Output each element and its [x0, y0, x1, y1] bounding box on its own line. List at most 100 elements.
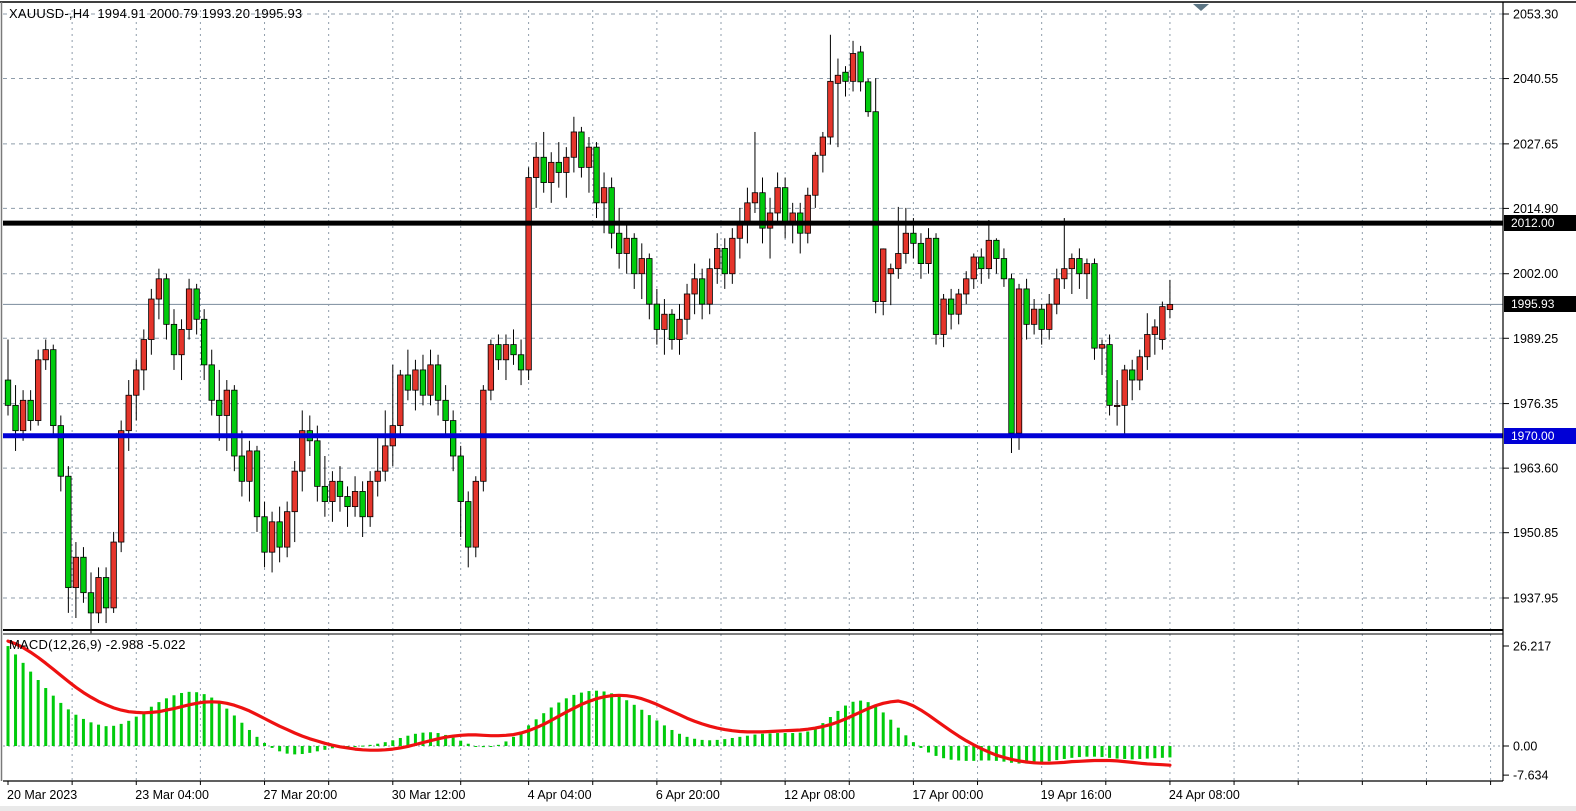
candle	[698, 268, 706, 320]
candle-body	[729, 237, 736, 275]
candle	[963, 271, 970, 305]
time-axis-label: 12 Apr 08:00	[784, 788, 855, 802]
candle-body	[1098, 344, 1106, 349]
candle	[1038, 304, 1045, 345]
macd-histogram-bar	[632, 704, 636, 746]
macd-histogram-bar	[926, 746, 930, 753]
candle-body	[608, 187, 615, 234]
candle-body	[321, 485, 329, 502]
candle-body	[351, 491, 359, 508]
macd-histogram-bar	[278, 746, 282, 752]
candle	[993, 238, 1000, 274]
candle	[1023, 278, 1030, 340]
candle-body	[910, 232, 917, 244]
candle	[880, 248, 887, 316]
candle-body	[133, 369, 140, 396]
candle	[1159, 301, 1166, 350]
macd-histogram-bar	[783, 733, 787, 746]
macd-histogram-bar	[1130, 746, 1134, 760]
macd-histogram-bar	[217, 702, 221, 746]
candle	[668, 309, 676, 350]
candle-body	[450, 420, 457, 457]
candle-body	[864, 81, 872, 113]
price-axis-label: 1937.95	[1513, 592, 1558, 606]
candle-body	[1008, 278, 1015, 434]
macd-histogram-bar	[1108, 746, 1112, 758]
candle-body	[638, 258, 645, 275]
macd-histogram-bar	[149, 706, 153, 746]
candle-body	[118, 430, 125, 543]
chart-shift-marker-icon[interactable]	[1193, 4, 1209, 11]
candle	[819, 131, 827, 173]
candle-body	[631, 237, 638, 275]
candle	[404, 349, 412, 401]
macd-histogram-bar	[293, 746, 297, 755]
candle-body	[1166, 304, 1174, 311]
candle-body	[917, 242, 925, 264]
candle	[1166, 279, 1174, 319]
candle-body	[940, 298, 947, 335]
macd-histogram-bar	[949, 746, 953, 760]
candle-body	[27, 399, 34, 421]
macd-histogram-bar	[263, 742, 267, 746]
macd-histogram-bar	[66, 709, 70, 746]
macd-histogram-bar	[957, 746, 961, 761]
candle	[510, 329, 517, 365]
candle	[155, 268, 163, 320]
time-axis-label: 23 Mar 04:00	[135, 788, 209, 802]
candle-body	[653, 303, 661, 330]
candle-body	[299, 430, 306, 472]
macd-histogram-bar	[738, 736, 742, 746]
candle	[502, 334, 510, 381]
macd-histogram-bar	[730, 737, 734, 746]
candle-body	[1129, 369, 1136, 381]
macd-histogram-bar	[602, 691, 606, 746]
candle	[344, 486, 351, 527]
macd-histogram-bar	[21, 662, 25, 746]
macd-histogram-bar	[459, 740, 463, 746]
candle-body	[238, 455, 246, 482]
candle	[721, 238, 728, 289]
candle-body	[1159, 306, 1166, 340]
candle-body	[1023, 288, 1030, 325]
macd-histogram-bar	[112, 725, 116, 746]
candle	[1091, 258, 1098, 360]
macd-histogram	[6, 646, 1172, 764]
candle-body	[276, 521, 283, 548]
candle	[653, 288, 661, 345]
candle-body	[585, 146, 593, 168]
candle-body	[646, 258, 653, 305]
candle	[1061, 218, 1068, 289]
candle-body	[812, 154, 819, 196]
candle-body	[691, 278, 698, 295]
macd-histogram-bar	[59, 702, 63, 746]
macd-histogram-bar	[1070, 746, 1074, 758]
macd-histogram-bar	[768, 733, 772, 746]
candle	[412, 359, 419, 411]
candle	[593, 142, 600, 219]
macd-histogram-bar	[579, 692, 583, 746]
candle	[517, 339, 525, 386]
candle-body	[42, 349, 49, 361]
macd-histogram-bar	[1009, 746, 1013, 763]
macd-histogram-bar	[474, 746, 478, 747]
candle-body	[759, 192, 766, 229]
macd-histogram-bar	[723, 739, 727, 746]
candle-body	[887, 268, 894, 275]
price-axis[interactable]	[1503, 0, 1576, 781]
candle-body	[714, 248, 721, 270]
candle-body	[1151, 326, 1158, 335]
candle-body	[246, 450, 253, 482]
macd-histogram-bar	[806, 731, 810, 746]
candle-body	[95, 577, 102, 614]
macd-histogram-bar	[647, 715, 651, 746]
macd-histogram-bar	[745, 735, 749, 746]
candle	[367, 471, 374, 527]
candle	[533, 142, 540, 208]
candle	[759, 177, 766, 244]
candle-body	[193, 288, 200, 320]
candle	[87, 572, 95, 634]
candle	[864, 78, 872, 117]
macd-histogram-bar	[1032, 746, 1036, 764]
